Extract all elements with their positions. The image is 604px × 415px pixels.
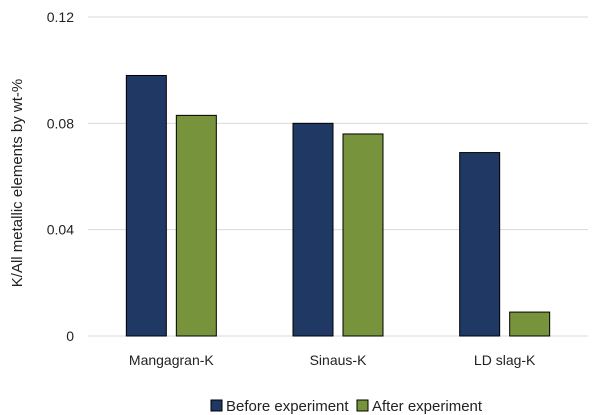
- gridlines: [88, 16, 588, 337]
- y-tick-label: 0: [66, 328, 74, 344]
- bar-before-0: [125, 74, 167, 337]
- x-axis-ticks: Mangagran-K Sinaus-K LD slag-K: [129, 352, 536, 368]
- bar-before-1: [292, 122, 334, 337]
- legend-label: After experiment: [372, 398, 483, 415]
- y-tick-label: 0.08: [47, 115, 74, 131]
- legend: Before experiment After experiment: [210, 398, 483, 415]
- x-tick-label: Sinaus-K: [310, 352, 367, 368]
- x-tick-label: Mangagran-K: [129, 352, 214, 368]
- y-tick-label: 0.04: [47, 222, 74, 238]
- bar-after-1: [342, 133, 384, 337]
- y-tick-label: 0.12: [47, 9, 74, 25]
- bar-after-2: [509, 311, 551, 337]
- bar-after-0: [175, 114, 217, 337]
- legend-swatch: [356, 399, 369, 412]
- bars: [125, 74, 551, 337]
- y-axis-ticks: 0 0.04 0.08 0.12: [47, 9, 74, 344]
- x-tick-label: LD slag-K: [474, 352, 536, 368]
- legend-swatch: [210, 399, 223, 412]
- bar-before-2: [459, 152, 501, 337]
- y-axis-label: K/All metallic elements by wt-%: [9, 79, 26, 287]
- legend-label: Before experiment: [226, 398, 349, 415]
